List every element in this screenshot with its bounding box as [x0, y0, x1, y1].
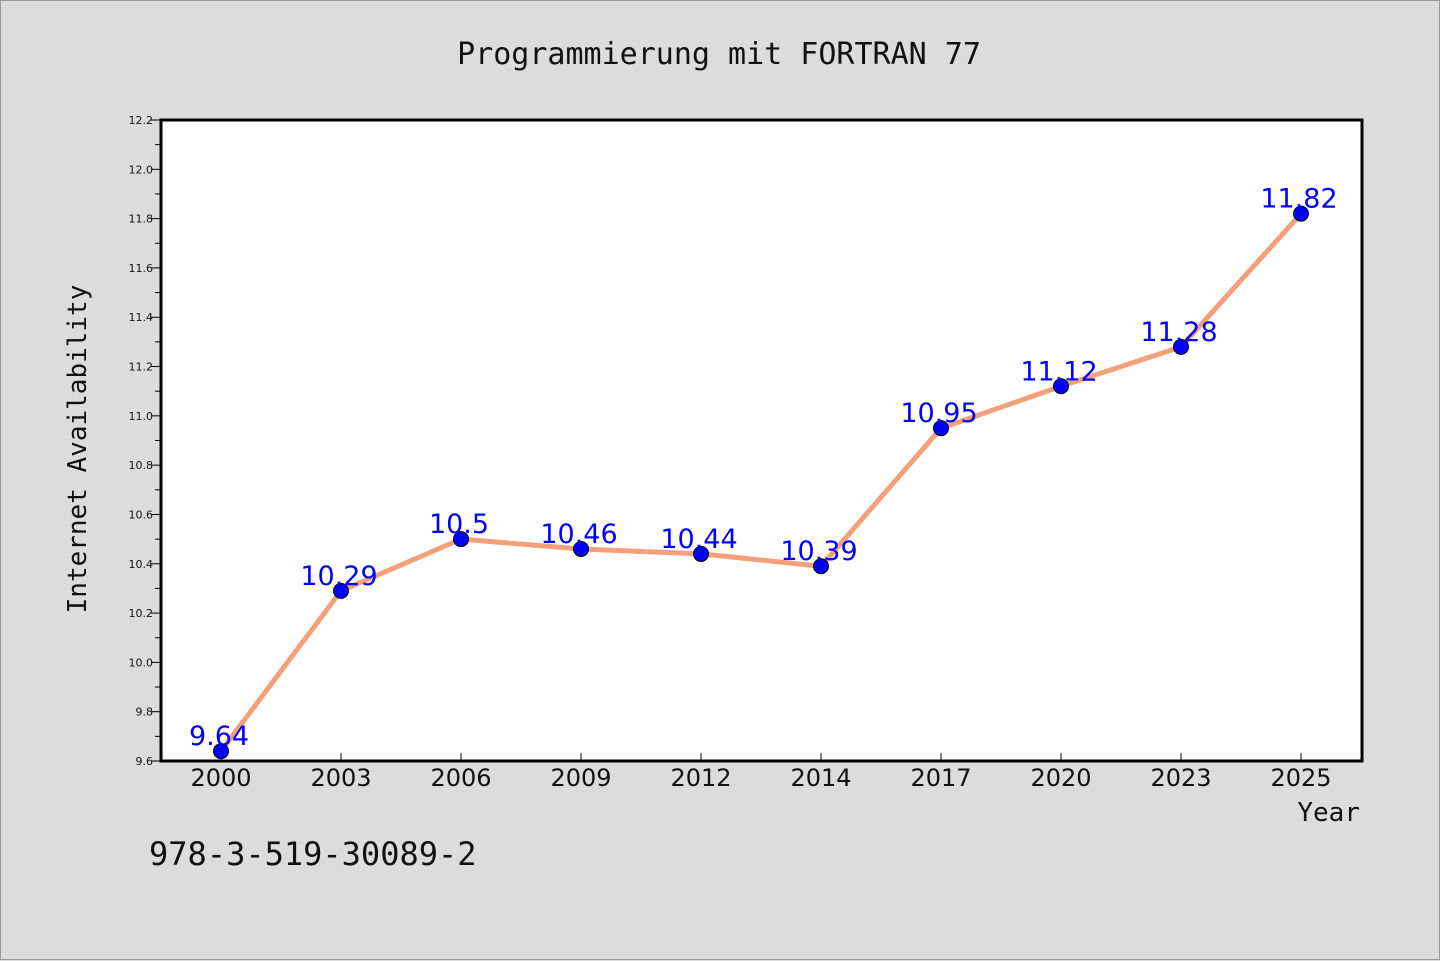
data-point: [333, 582, 349, 599]
x-tick-label: 2012: [670, 764, 731, 792]
y-tick-label: 12.2: [129, 114, 154, 127]
data-label: 10.5: [429, 509, 489, 540]
data-label: 9.64: [189, 721, 249, 752]
data-label: 11.12: [1020, 356, 1097, 387]
data-point: [1293, 205, 1309, 222]
x-tick-label: 2009: [550, 764, 611, 792]
data-point: [213, 743, 229, 760]
data-point: [1053, 378, 1069, 395]
data-series: [213, 205, 1309, 760]
x-tick-label: 2014: [790, 764, 851, 792]
x-axis: 2000 2003 2006 2009 2012 2014 2017 2020 2023 2025: [190, 753, 1332, 792]
series-line: [218, 211, 1304, 754]
y-tick-label: 11.6: [129, 262, 154, 275]
data-labels: 9.64 10.29 10.5 10.46 10.44 10.39 10.95 11.12 11…: [189, 184, 1338, 752]
y-tick-label: 11.4: [129, 311, 154, 324]
data-point: [573, 540, 589, 557]
data-point: [1173, 338, 1189, 355]
y-axis: 9.6 9.8 10.0 10.2 10.4 10.6 10.8 11.0 11.2 11.4 11…: [129, 114, 161, 768]
plot-area: [159, 118, 1364, 763]
y-tick-label: 9.8: [136, 706, 154, 719]
chart-title: Programmierung mit FORTRAN 77: [457, 37, 981, 72]
data-label: 10.46: [540, 519, 617, 550]
x-tick-label: 2020: [1030, 764, 1091, 792]
x-tick-label: 2025: [1270, 764, 1331, 792]
x-tick-label: 2023: [1150, 764, 1211, 792]
y-tick-label: 9.6: [136, 755, 154, 768]
x-tick-label: 2006: [430, 764, 491, 792]
data-label: 11.82: [1260, 184, 1337, 215]
data-label: 10.29: [300, 561, 377, 592]
data-label: 10.39: [780, 536, 857, 567]
y-tick-label: 11.0: [129, 410, 154, 423]
y-tick-label: 11.2: [129, 361, 154, 374]
y-tick-label: 10.0: [129, 656, 154, 669]
y-axis-title: Internet Availability: [63, 285, 93, 614]
data-label: 11.28: [1140, 317, 1217, 348]
x-axis-title: Year: [1297, 798, 1360, 828]
data-point: [453, 531, 469, 548]
y-tick-label: 10.4: [129, 558, 154, 571]
y-tick-label: 10.2: [129, 607, 154, 620]
y-tick-label: 12.0: [129, 163, 154, 176]
data-label: 10.95: [900, 398, 977, 429]
y-tick-label: 10.8: [129, 459, 154, 472]
x-tick-label: 2003: [310, 764, 371, 792]
x-tick-label: 2000: [190, 764, 251, 792]
data-label: 10.44: [660, 524, 737, 555]
y-tick-label: 10.6: [129, 508, 154, 521]
data-point: [933, 420, 949, 437]
data-point: [813, 558, 829, 575]
isbn-label: 978-3-519-30089-2: [149, 835, 477, 873]
data-point: [693, 545, 709, 562]
x-tick-label: 2017: [910, 764, 971, 792]
y-tick-label: 11.8: [129, 213, 154, 226]
